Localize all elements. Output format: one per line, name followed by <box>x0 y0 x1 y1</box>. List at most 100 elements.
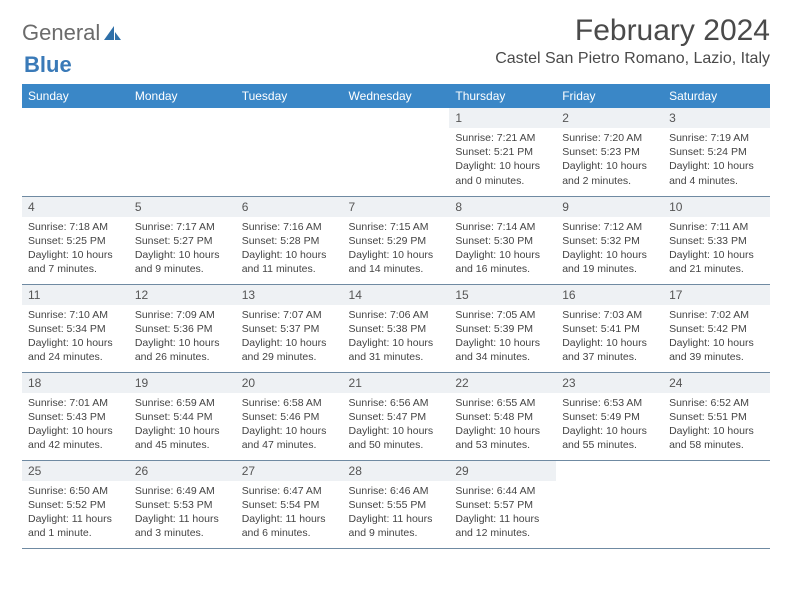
day-number: 6 <box>236 197 343 217</box>
day-data: Sunrise: 7:18 AMSunset: 5:25 PMDaylight:… <box>22 217 129 281</box>
sunset-text: Sunset: 5:46 PM <box>242 410 337 424</box>
sunrise-text: Sunrise: 7:06 AM <box>349 308 444 322</box>
title-block: February 2024 Castel San Pietro Romano, … <box>495 14 770 68</box>
calendar-cell: 3Sunrise: 7:19 AMSunset: 5:24 PMDaylight… <box>663 108 770 196</box>
sunrise-text: Sunrise: 7:18 AM <box>28 220 123 234</box>
calendar-cell: 4Sunrise: 7:18 AMSunset: 5:25 PMDaylight… <box>22 196 129 284</box>
sunrise-text: Sunrise: 7:07 AM <box>242 308 337 322</box>
sunset-text: Sunset: 5:42 PM <box>669 322 764 336</box>
location-label: Castel San Pietro Romano, Lazio, Italy <box>495 50 770 68</box>
calendar-cell: 28Sunrise: 6:46 AMSunset: 5:55 PMDayligh… <box>343 460 450 548</box>
calendar-cell: .. <box>129 108 236 196</box>
sunset-text: Sunset: 5:43 PM <box>28 410 123 424</box>
day-number: 14 <box>343 285 450 305</box>
calendar-cell: 18Sunrise: 7:01 AMSunset: 5:43 PMDayligh… <box>22 372 129 460</box>
sunset-text: Sunset: 5:44 PM <box>135 410 230 424</box>
sunrise-text: Sunrise: 7:12 AM <box>562 220 657 234</box>
calendar-cell: 16Sunrise: 7:03 AMSunset: 5:41 PMDayligh… <box>556 284 663 372</box>
sunset-text: Sunset: 5:39 PM <box>455 322 550 336</box>
calendar-cell: .. <box>236 108 343 196</box>
day-data: Sunrise: 7:20 AMSunset: 5:23 PMDaylight:… <box>556 128 663 192</box>
daylight-text: Daylight: 10 hours and 55 minutes. <box>562 424 657 452</box>
daylight-text: Daylight: 10 hours and 34 minutes. <box>455 336 550 364</box>
calendar-cell: 13Sunrise: 7:07 AMSunset: 5:37 PMDayligh… <box>236 284 343 372</box>
day-data: Sunrise: 6:52 AMSunset: 5:51 PMDaylight:… <box>663 393 770 457</box>
sunrise-text: Sunrise: 6:55 AM <box>455 396 550 410</box>
sunset-text: Sunset: 5:38 PM <box>349 322 444 336</box>
day-data: Sunrise: 7:10 AMSunset: 5:34 PMDaylight:… <box>22 305 129 369</box>
daylight-text: Daylight: 10 hours and 14 minutes. <box>349 248 444 276</box>
brand-part1: General <box>22 20 100 46</box>
day-header: Saturday <box>663 84 770 108</box>
day-number: 8 <box>449 197 556 217</box>
sunrise-text: Sunrise: 7:09 AM <box>135 308 230 322</box>
sunrise-text: Sunrise: 6:58 AM <box>242 396 337 410</box>
sunset-text: Sunset: 5:21 PM <box>455 145 550 159</box>
day-number: 17 <box>663 285 770 305</box>
day-data: Sunrise: 6:47 AMSunset: 5:54 PMDaylight:… <box>236 481 343 545</box>
calendar-cell: 19Sunrise: 6:59 AMSunset: 5:44 PMDayligh… <box>129 372 236 460</box>
sunrise-text: Sunrise: 7:02 AM <box>669 308 764 322</box>
day-data: Sunrise: 6:55 AMSunset: 5:48 PMDaylight:… <box>449 393 556 457</box>
sunset-text: Sunset: 5:33 PM <box>669 234 764 248</box>
calendar-cell: 21Sunrise: 6:56 AMSunset: 5:47 PMDayligh… <box>343 372 450 460</box>
day-data: Sunrise: 7:11 AMSunset: 5:33 PMDaylight:… <box>663 217 770 281</box>
daylight-text: Daylight: 10 hours and 24 minutes. <box>28 336 123 364</box>
calendar-cell: 9Sunrise: 7:12 AMSunset: 5:32 PMDaylight… <box>556 196 663 284</box>
daylight-text: Daylight: 10 hours and 21 minutes. <box>669 248 764 276</box>
daylight-text: Daylight: 10 hours and 45 minutes. <box>135 424 230 452</box>
calendar-week: 18Sunrise: 7:01 AMSunset: 5:43 PMDayligh… <box>22 372 770 460</box>
day-number: 12 <box>129 285 236 305</box>
daylight-text: Daylight: 10 hours and 42 minutes. <box>28 424 123 452</box>
sunrise-text: Sunrise: 7:01 AM <box>28 396 123 410</box>
sunset-text: Sunset: 5:24 PM <box>669 145 764 159</box>
day-number: 28 <box>343 461 450 481</box>
day-number: 13 <box>236 285 343 305</box>
calendar-cell: 17Sunrise: 7:02 AMSunset: 5:42 PMDayligh… <box>663 284 770 372</box>
day-header: Sunday <box>22 84 129 108</box>
daylight-text: Daylight: 11 hours and 1 minute. <box>28 512 123 540</box>
calendar-cell: 12Sunrise: 7:09 AMSunset: 5:36 PMDayligh… <box>129 284 236 372</box>
sunset-text: Sunset: 5:36 PM <box>135 322 230 336</box>
sunset-text: Sunset: 5:48 PM <box>455 410 550 424</box>
daylight-text: Daylight: 10 hours and 2 minutes. <box>562 159 657 187</box>
day-header-row: Sunday Monday Tuesday Wednesday Thursday… <box>22 84 770 108</box>
sunrise-text: Sunrise: 7:11 AM <box>669 220 764 234</box>
calendar-table: Sunday Monday Tuesday Wednesday Thursday… <box>22 84 770 549</box>
day-number: 22 <box>449 373 556 393</box>
calendar-cell: 25Sunrise: 6:50 AMSunset: 5:52 PMDayligh… <box>22 460 129 548</box>
calendar-cell: 10Sunrise: 7:11 AMSunset: 5:33 PMDayligh… <box>663 196 770 284</box>
calendar-cell: 22Sunrise: 6:55 AMSunset: 5:48 PMDayligh… <box>449 372 556 460</box>
calendar-week: 11Sunrise: 7:10 AMSunset: 5:34 PMDayligh… <box>22 284 770 372</box>
sail-icon <box>102 24 122 42</box>
day-number: 5 <box>129 197 236 217</box>
daylight-text: Daylight: 10 hours and 39 minutes. <box>669 336 764 364</box>
daylight-text: Daylight: 10 hours and 50 minutes. <box>349 424 444 452</box>
calendar-week: 4Sunrise: 7:18 AMSunset: 5:25 PMDaylight… <box>22 196 770 284</box>
sunrise-text: Sunrise: 7:20 AM <box>562 131 657 145</box>
day-number: 25 <box>22 461 129 481</box>
day-number: 23 <box>556 373 663 393</box>
day-data: Sunrise: 7:01 AMSunset: 5:43 PMDaylight:… <box>22 393 129 457</box>
calendar-cell: .. <box>663 460 770 548</box>
sunrise-text: Sunrise: 7:16 AM <box>242 220 337 234</box>
sunrise-text: Sunrise: 6:44 AM <box>455 484 550 498</box>
sunrise-text: Sunrise: 6:47 AM <box>242 484 337 498</box>
calendar-cell: .. <box>556 460 663 548</box>
daylight-text: Daylight: 10 hours and 53 minutes. <box>455 424 550 452</box>
day-data: Sunrise: 6:58 AMSunset: 5:46 PMDaylight:… <box>236 393 343 457</box>
day-number: 18 <box>22 373 129 393</box>
sunrise-text: Sunrise: 6:59 AM <box>135 396 230 410</box>
daylight-text: Daylight: 10 hours and 4 minutes. <box>669 159 764 187</box>
calendar-cell: 2Sunrise: 7:20 AMSunset: 5:23 PMDaylight… <box>556 108 663 196</box>
day-number: 11 <box>22 285 129 305</box>
sunrise-text: Sunrise: 7:15 AM <box>349 220 444 234</box>
sunset-text: Sunset: 5:53 PM <box>135 498 230 512</box>
day-data: Sunrise: 7:02 AMSunset: 5:42 PMDaylight:… <box>663 305 770 369</box>
sunset-text: Sunset: 5:37 PM <box>242 322 337 336</box>
sunset-text: Sunset: 5:55 PM <box>349 498 444 512</box>
sunset-text: Sunset: 5:25 PM <box>28 234 123 248</box>
day-data: Sunrise: 6:56 AMSunset: 5:47 PMDaylight:… <box>343 393 450 457</box>
sunrise-text: Sunrise: 6:56 AM <box>349 396 444 410</box>
day-number: 10 <box>663 197 770 217</box>
